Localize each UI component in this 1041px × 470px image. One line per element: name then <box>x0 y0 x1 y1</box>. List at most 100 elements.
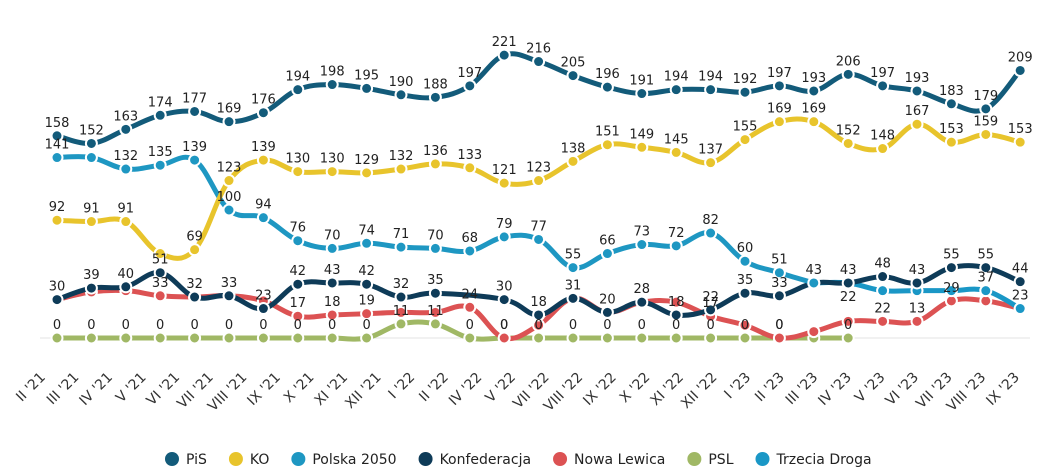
data-point <box>635 140 649 154</box>
series-konfederacja <box>50 261 1027 322</box>
data-point <box>497 331 511 345</box>
data-point <box>669 145 683 159</box>
x-tick-label: I '22 <box>386 370 419 403</box>
data-label: 0 <box>603 318 611 333</box>
data-point <box>497 48 511 62</box>
data-point <box>532 55 546 69</box>
data-label: 169 <box>767 102 792 117</box>
data-point <box>463 300 477 314</box>
data-label: 205 <box>561 56 586 71</box>
data-point <box>772 79 786 93</box>
data-label: 197 <box>767 66 792 81</box>
data-label: 33 <box>152 276 169 291</box>
x-tick-label: II '22 <box>416 370 452 406</box>
data-label: 43 <box>324 263 341 278</box>
data-point <box>876 142 890 156</box>
legend-swatch <box>553 452 568 466</box>
data-point <box>807 115 821 129</box>
data-point <box>428 317 442 331</box>
data-point <box>153 108 167 122</box>
data-label: 17 <box>290 296 307 311</box>
x-tick-label: III '21 <box>44 370 83 409</box>
data-label: 133 <box>457 148 482 163</box>
data-label: 0 <box>190 318 198 333</box>
data-point <box>841 331 855 345</box>
data-point <box>566 331 580 345</box>
data-label: 155 <box>733 120 758 135</box>
data-point <box>944 97 958 111</box>
x-tick-label: IV '21 <box>77 370 116 409</box>
data-point <box>394 305 408 319</box>
x-tick-label: X '22 <box>617 370 654 407</box>
data-label: 0 <box>706 318 714 333</box>
data-point <box>394 240 408 254</box>
data-point <box>256 331 270 345</box>
data-label: 0 <box>569 318 577 333</box>
data-label: 66 <box>599 234 616 249</box>
data-label: 33 <box>221 276 238 291</box>
series-ko <box>50 115 1027 261</box>
data-label: 193 <box>801 71 826 86</box>
data-point <box>256 302 270 316</box>
data-point <box>669 331 683 345</box>
legend-item-pis: PiS <box>165 452 207 468</box>
legend-swatch <box>755 452 770 466</box>
data-label: 51 <box>152 253 169 268</box>
data-point <box>600 138 614 152</box>
data-point <box>669 308 683 322</box>
data-label: 48 <box>874 257 891 272</box>
data-label: 153 <box>939 122 964 137</box>
data-point <box>84 136 98 150</box>
series-line-konfederacja <box>54 263 1023 318</box>
data-point <box>84 151 98 165</box>
data-point <box>532 232 546 246</box>
data-label: 0 <box>534 318 542 333</box>
data-label: 30 <box>49 280 66 295</box>
data-label: 22 <box>874 301 891 316</box>
x-tick-label: II '23 <box>752 370 788 406</box>
data-label: 194 <box>285 70 310 85</box>
data-point <box>428 286 442 300</box>
data-label: 0 <box>362 318 370 333</box>
data-point <box>153 266 167 280</box>
data-label: 55 <box>565 248 582 263</box>
data-label: 13 <box>909 301 926 316</box>
data-point <box>222 331 236 345</box>
data-point <box>876 270 890 284</box>
data-point <box>910 276 924 290</box>
data-label: 132 <box>389 149 414 164</box>
legend: PiS KO Polska 2050 Konfederacja Nowa Lewica P… <box>165 452 872 468</box>
data-label: 139 <box>251 140 276 155</box>
data-point <box>50 213 64 227</box>
data-point <box>669 239 683 253</box>
x-tick-label: XII '21 <box>342 370 384 412</box>
data-point <box>566 69 580 83</box>
data-label: 32 <box>393 277 410 292</box>
data-point <box>566 154 580 168</box>
data-point <box>497 293 511 307</box>
data-label: 0 <box>259 318 267 333</box>
data-label: 123 <box>217 161 242 176</box>
data-label: 192 <box>733 72 758 87</box>
series-group <box>50 48 1027 345</box>
data-label: 167 <box>905 104 930 119</box>
data-label: 152 <box>79 123 104 138</box>
data-point <box>566 291 580 305</box>
data-point <box>463 331 477 345</box>
data-label: 72 <box>668 226 685 241</box>
data-point <box>394 162 408 176</box>
data-label: 92 <box>49 200 66 215</box>
data-point <box>256 153 270 167</box>
legend-swatch <box>418 452 433 466</box>
data-label: 18 <box>324 295 341 310</box>
legend-label: PSL <box>708 452 733 468</box>
data-point <box>360 331 374 345</box>
data-point <box>704 83 718 97</box>
data-point <box>635 87 649 101</box>
data-label: 43 <box>806 263 823 278</box>
data-label: 70 <box>427 228 444 243</box>
data-label: 94 <box>255 198 272 213</box>
data-point <box>360 307 374 321</box>
